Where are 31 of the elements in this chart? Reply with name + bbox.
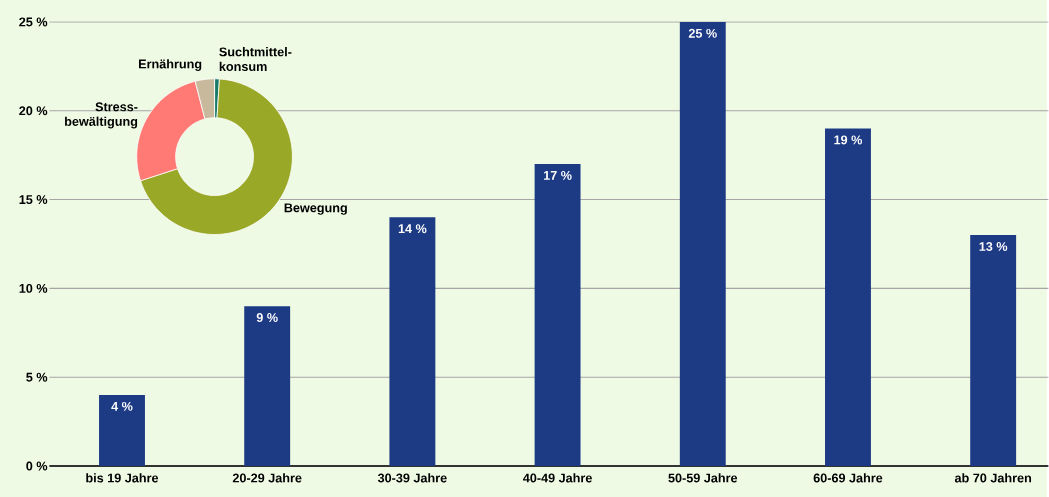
y-tick-label: 15 % xyxy=(19,195,48,205)
slice-label: Suchtmittel-konsum xyxy=(219,47,292,72)
y-tick-label: 25 % xyxy=(19,17,48,27)
bar xyxy=(970,235,1017,467)
bar xyxy=(99,394,145,467)
x-tick-label: 50-59 Jahre xyxy=(668,473,738,483)
y-tick-label: 10 % xyxy=(19,283,48,293)
slice-label: Ernährung xyxy=(139,59,202,72)
bar xyxy=(244,306,291,467)
data-label: 25 % xyxy=(688,28,717,38)
x-tick-label: bis 19 Jahre xyxy=(86,473,159,483)
y-tick-label: 5 % xyxy=(26,372,48,382)
x-tick-label: 60-69 Jahre xyxy=(813,473,883,483)
bar xyxy=(679,21,726,467)
x-tick-label: 30-39 Jahre xyxy=(377,473,447,483)
data-label: 14 % xyxy=(398,224,427,234)
x-tick-label: 40-49 Jahre xyxy=(522,473,592,483)
x-tick-label: 20-29 Jahre xyxy=(232,473,302,483)
y-tick-label: 20 % xyxy=(19,106,48,116)
bar xyxy=(825,128,871,467)
slice-label: Stress-bewältigung xyxy=(65,102,138,129)
data-label: 17 % xyxy=(543,170,572,180)
data-label: 19 % xyxy=(834,135,863,145)
slice-label: Bewegung xyxy=(284,203,347,215)
data-label: 9 % xyxy=(256,313,278,323)
bar xyxy=(389,217,436,467)
bar xyxy=(534,164,581,467)
data-label: 13 % xyxy=(979,242,1008,252)
data-label: 4 % xyxy=(111,401,133,411)
x-tick-label: ab 70 Jahren xyxy=(954,473,1032,483)
y-tick-label: 0 % xyxy=(26,461,48,471)
